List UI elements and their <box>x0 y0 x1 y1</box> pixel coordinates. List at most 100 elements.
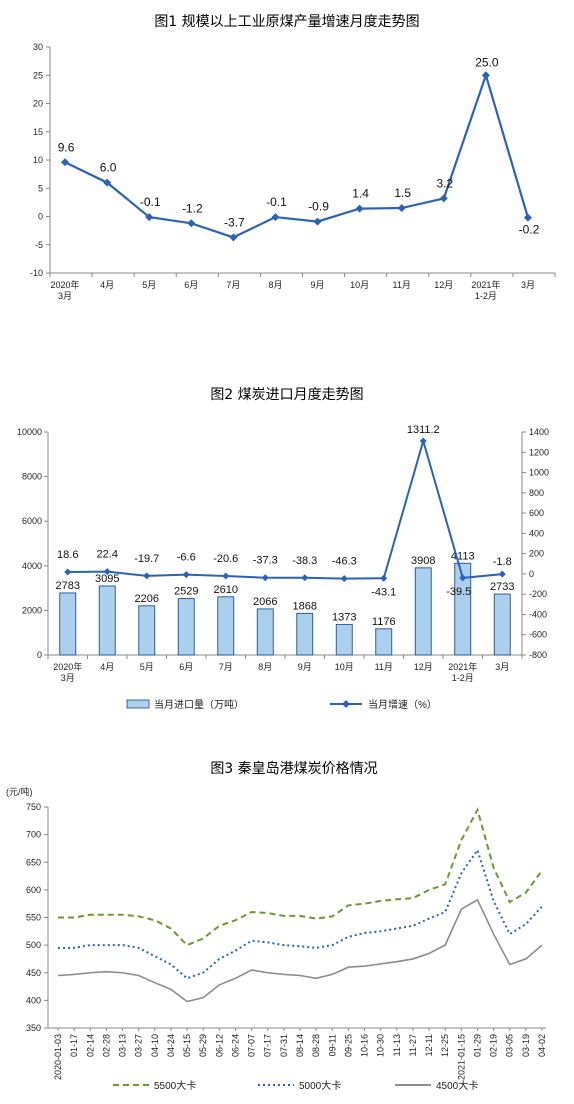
chart3-x-tick-label: 08-14 <box>295 1034 305 1057</box>
chart3-y-tick-label: 650 <box>26 857 41 867</box>
chart3-legend-label: 4500大卡 <box>436 1079 478 1092</box>
chart3-x-tick-label: 06-12 <box>214 1034 224 1057</box>
chart2-svg: 图2 煤炭进口月度走势图 100008000600040002000014001… <box>17 387 549 711</box>
chart1-x-tick-label: 11月 <box>393 280 411 290</box>
chart1-x-tick-label: 10月 <box>350 280 369 290</box>
chart2-growth-point <box>301 574 309 582</box>
chart1-data-label: 3.2 <box>436 176 453 190</box>
legend-line-label: 当月增速（%） <box>368 698 437 711</box>
chart2-growth-label: -37.3 <box>253 555 278 567</box>
chart1-y-tick-label: -5 <box>35 240 43 250</box>
chart1-point <box>313 217 322 226</box>
chart1-y-tick-label: 15 <box>33 127 43 137</box>
chart2-bar-label: 3908 <box>411 555 435 567</box>
chart2-x-tick-label: 5月 <box>140 662 154 672</box>
chart1-y-tick-label: 30 <box>33 42 43 52</box>
chart3-x-tick-label: 07-17 <box>263 1034 273 1057</box>
chart1-y-tick-label: -10 <box>30 268 43 278</box>
chart1-title: 图1 规模以上工业原煤产量增速月度走势图 <box>154 14 419 30</box>
chart2-right-tick-label: -200 <box>529 589 547 599</box>
chart3-x-tick-label: 07-31 <box>279 1034 289 1057</box>
chart2-growth-label: -1.8 <box>493 556 512 568</box>
chart1-y-tick-label: 5 <box>38 183 43 193</box>
chart3-title: 图3 秦皇岛港煤炭价格情况 <box>210 761 377 777</box>
chart1-data-label: -0.1 <box>266 195 287 209</box>
legend-line-marker <box>342 700 350 708</box>
chart3-x-tick-label: 2020-01-03 <box>53 1034 63 1080</box>
chart2: 图2 煤炭进口月度走势图 10000 8000 6000 4000 2000 0 1400 1… <box>0 375 574 725</box>
chart2-right-tick-label: 400 <box>529 528 544 538</box>
chart2-left-tick-label: 10000 <box>17 427 42 437</box>
chart1-data-label: 9.6 <box>58 140 75 154</box>
chart3-x-tick-label: 2021-01-15 <box>456 1034 466 1080</box>
chart2-right-tick-label: 1000 <box>529 468 549 478</box>
chart3-x-tick-label: 04-10 <box>150 1034 160 1057</box>
chart2-bar-label: 2206 <box>135 593 159 605</box>
chart1-y-tick-label: 25 <box>33 70 43 80</box>
chart1-data-label: 25.0 <box>475 55 499 69</box>
chart2-growth-label: -20.6 <box>213 553 238 565</box>
chart3-x-tick-label: 02-28 <box>101 1034 111 1057</box>
chart1-point <box>145 213 154 222</box>
chart3-axes: 750 700 650 600 550 500 450 400 350 2020-01-03 01-… <box>26 802 547 1080</box>
chart2-right-tick-label: -800 <box>529 650 547 660</box>
chart2-growth-point <box>419 437 427 445</box>
chart1-x-tick-label: 7月 <box>226 280 240 290</box>
chart2-bar <box>296 612 314 656</box>
chart3-x-tick-label: 10-30 <box>376 1034 386 1057</box>
chart2-growth-point <box>103 568 111 576</box>
chart3-y-tick-label: 450 <box>26 968 41 978</box>
chart2-x-tick-label: 3月 <box>495 662 509 672</box>
chart3-y-tick-label: 550 <box>26 913 41 923</box>
chart2-bars: 2783 3095 2206 2529 2610 2066 1868 1373 1176 3908… <box>56 550 514 656</box>
chart3-y-tick-label: 400 <box>26 995 41 1005</box>
chart2-right-tick-label: 1400 <box>529 427 549 437</box>
chart2-growth-label: -6.6 <box>177 552 196 564</box>
chart1-point <box>355 204 364 213</box>
chart3: 图3 秦皇岛港煤炭价格情况 (元/吨) 750 700 650 600 550 500 45… <box>0 750 574 1104</box>
chart2-bar <box>138 605 156 656</box>
chart2-bar <box>375 628 393 656</box>
chart3-x-tick-label: 08-28 <box>311 1034 321 1057</box>
chart1-y-tick-label: 10 <box>33 155 43 165</box>
chart1-x-tick-label: 2021年 1-2月 <box>471 279 500 301</box>
chart3-x-tick-label: 05-29 <box>198 1034 208 1057</box>
chart2-left-tick-label: 8000 <box>22 472 42 482</box>
chart2-left-tick-label: 0 <box>37 650 42 660</box>
chart2-right-tick-label: -400 <box>529 609 547 619</box>
chart2-growth-line <box>67 437 503 580</box>
chart2-growth-point <box>459 574 467 582</box>
chart2-axes: 1000080006000400020000140012001000800600… <box>17 427 549 683</box>
chart2-x-tick-label: 4月 <box>100 662 114 672</box>
chart3-y-tick-label: 700 <box>26 830 41 840</box>
chart3-x-tick-label: 03-19 <box>521 1034 531 1057</box>
legend-bar-label: 当月进口量（万吨） <box>154 698 244 711</box>
chart2-bar-label: 2066 <box>253 596 277 608</box>
chart2-x-tick-label: 12月 <box>414 662 433 672</box>
chart2-growth-label: -43.1 <box>371 586 396 598</box>
chart3-x-tick-label: 02-14 <box>85 1034 95 1057</box>
chart1-point <box>439 194 448 203</box>
chart1-data-label: -0.9 <box>308 200 329 214</box>
chart2-bar-label: 1176 <box>372 616 396 628</box>
chart2-growth-label: -38.3 <box>292 555 317 567</box>
chart1-x-tick-label: 3月 <box>521 280 535 290</box>
chart2-bar <box>59 592 77 656</box>
chart3-x-tick-label: 04-24 <box>166 1034 176 1057</box>
chart1-line <box>64 71 530 239</box>
chart1-data-label: -0.2 <box>519 223 540 237</box>
chart2-bar <box>335 623 353 656</box>
chart3-svg: 图3 秦皇岛港煤炭价格情况 (元/吨) 750 700 650 600 550 500 45… <box>6 761 547 1092</box>
chart3-legend-label: 5500大卡 <box>154 1079 196 1092</box>
chart2-growth-point <box>498 570 506 578</box>
chart1-data-label: -0.1 <box>140 195 161 209</box>
chart3-x-tick-label: 09-25 <box>343 1034 353 1057</box>
chart2-left-tick-label: 4000 <box>22 561 42 571</box>
chart2-bar <box>454 562 472 656</box>
chart2-bar <box>217 596 235 656</box>
chart3-ylabel: (元/吨) <box>6 786 33 797</box>
chart2-bar <box>256 608 274 656</box>
chart1-x-tick-label: 4月 <box>100 280 114 290</box>
chart2-growth-point <box>143 572 151 580</box>
chart2-title: 图2 煤炭进口月度走势图 <box>210 387 363 403</box>
